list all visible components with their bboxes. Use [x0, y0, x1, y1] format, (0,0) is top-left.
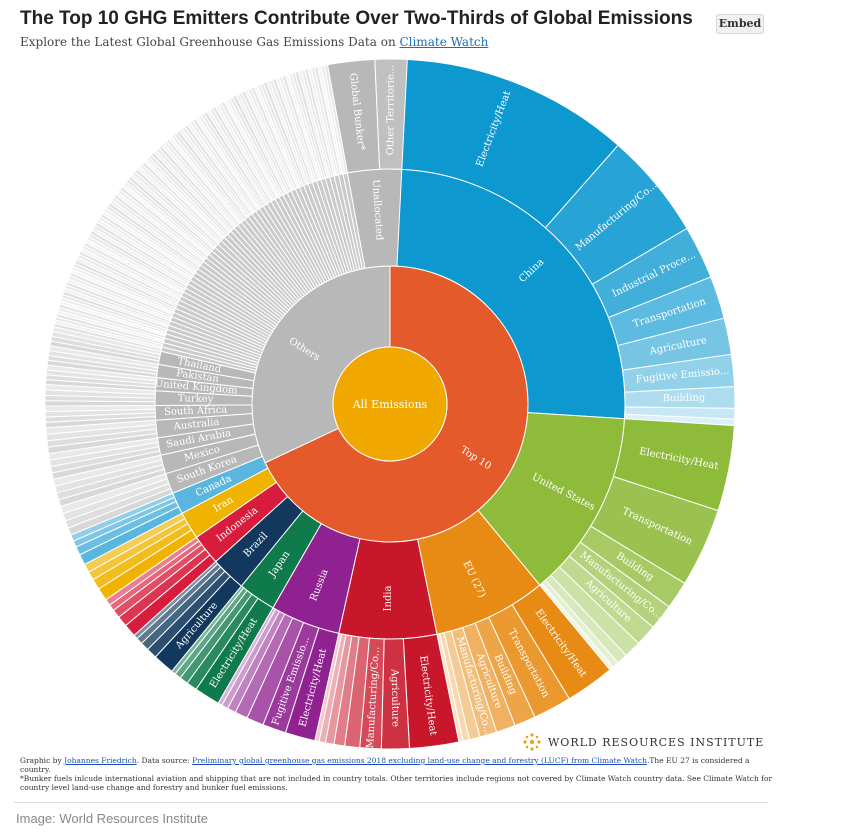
page-title: The Top 10 GHG Emitters Contribute Over … [20, 8, 693, 29]
ring2-label-unallocated: Unallocated [370, 179, 385, 241]
page-subtitle: Explore the Latest Global Greenhouse Gas… [20, 35, 488, 49]
center-circle[interactable] [332, 346, 448, 462]
ring2-label-india: India [383, 585, 394, 611]
source-link[interactable]: Preliminary global greenhouse gas emissi… [192, 756, 648, 765]
ring3-label-agriculture: Agriculture [389, 668, 401, 727]
source-prefix: Graphic by [20, 756, 62, 765]
wri-logo-icon [523, 733, 541, 751]
ring2-label-australia: Australia [172, 417, 220, 433]
ring2-label-turkey: Turkey [178, 393, 214, 405]
source-suffix: .The EU 27 is considered a country. [20, 756, 750, 774]
footer-divider [14, 802, 768, 803]
climate-watch-link[interactable]: Climate Watch [399, 35, 489, 49]
source-footnote: Graphic by Johannes Friedrich. Data sour… [20, 756, 780, 792]
embed-button[interactable]: Embed [716, 14, 764, 34]
image-credit: Image: World Resources Institute [16, 811, 208, 826]
source-line: Graphic by Johannes Friedrich. Data sour… [20, 756, 780, 774]
bunker-note: *Bunker fuels inlcude international avia… [20, 774, 773, 792]
ring3-label-building: Building [663, 393, 706, 405]
wri-logo: WORLD RESOURCES INSTITUTE [522, 732, 764, 752]
author-link[interactable]: Johannes Friedrich [64, 756, 137, 765]
source-mid: . Data source: [136, 756, 190, 765]
subtitle-text: Explore the Latest Global Greenhouse Gas… [20, 35, 396, 49]
center-label: All Emissions [352, 398, 428, 411]
ring2-label-south-africa: South Africa [164, 405, 228, 418]
ring3-arc-unallocated-other-territorie[interactable] [374, 58, 408, 170]
ring3-label-other-territorie: Other Territorie... [385, 65, 396, 156]
wri-logo-text: WORLD RESOURCES INSTITUTE [548, 735, 765, 749]
ring3-arc-other-country-sector[interactable] [323, 64, 348, 174]
